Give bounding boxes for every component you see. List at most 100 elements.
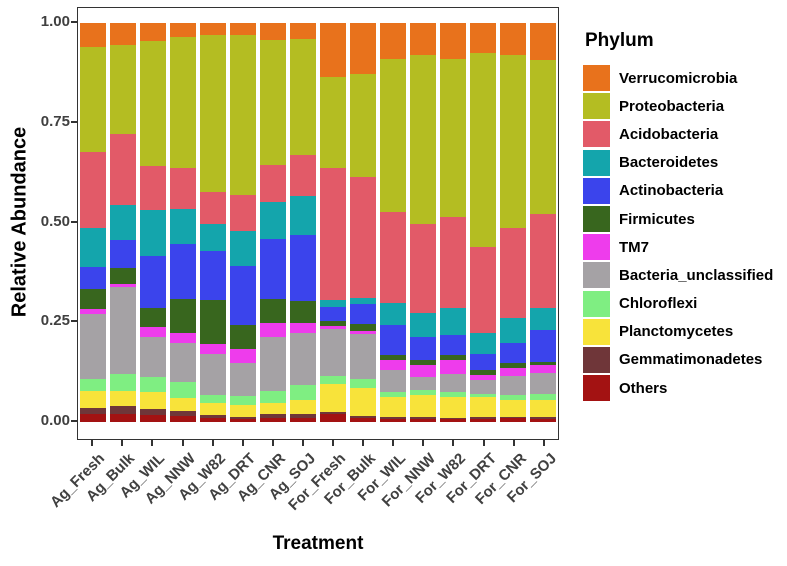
bar-Ag_DRT [229, 23, 257, 422]
x-tick-mark [362, 440, 365, 446]
bar-segment-Verrucomicrobia [80, 23, 107, 47]
y-tick-mark [71, 220, 77, 223]
bar-segment-Verrucomicrobia [529, 23, 556, 61]
bar-segment-Planctomycetes [499, 400, 526, 417]
bar-segment-Gemmatimonadetes [229, 416, 257, 420]
bar-segment-Verrucomicrobia [139, 23, 167, 42]
bar-segment-Firmicutes [199, 300, 227, 345]
bar-Ag_SOJ [289, 23, 317, 422]
bar-segment-Others [529, 418, 556, 422]
bar-segment-Actinobacteria [409, 336, 437, 361]
bar-segment-Firmicutes [109, 267, 137, 285]
bar-segment-Others [409, 418, 437, 422]
bar-segment-Bacteria_unclassified [469, 380, 496, 394]
bar-segment-Proteobacteria [139, 41, 167, 167]
legend-label: Firmicutes [619, 210, 695, 228]
bar-segment-TM7 [199, 344, 227, 355]
plot-panel [77, 7, 559, 440]
bar-segment-Verrucomicrobia [229, 23, 257, 35]
legend-label: Others [619, 379, 668, 397]
legend-item-Proteobacteria: Proteobacteria [583, 92, 783, 120]
legend-item-Chloroflexi: Chloroflexi [583, 290, 783, 318]
bar-segment-Firmicutes [229, 325, 257, 349]
bar-segment-Bacteroidetes [439, 307, 466, 335]
bar-segment-Chloroflexi [289, 385, 317, 401]
bar-segment-Others [169, 416, 197, 422]
bar-segment-Bacteria_unclassified [229, 362, 257, 397]
x-tick-mark [121, 440, 124, 446]
bar-segment-TM7 [169, 333, 197, 344]
bar-segment-Chloroflexi [349, 379, 377, 388]
bar-segment-Actinobacteria [469, 353, 496, 371]
legend-label: TM7 [619, 238, 649, 256]
bar-segment-Actinobacteria [379, 325, 407, 356]
bar-segment-Planctomycetes [439, 397, 466, 418]
bar-segment-Proteobacteria [319, 76, 347, 169]
bar-For_CNR [499, 23, 526, 422]
bar-segment-Bacteroidetes [259, 201, 287, 239]
bar-segment-TM7 [439, 360, 466, 374]
x-tick-mark [422, 440, 425, 446]
bar-segment-Acidobacteria [80, 152, 107, 229]
bar-segment-Others [289, 417, 317, 422]
bar-segment-Actinobacteria [289, 235, 317, 302]
bar-segment-Others [109, 414, 137, 422]
legend-label: Actinobacteria [619, 182, 724, 200]
bar-segment-Others [499, 418, 526, 422]
bar-segment-Acidobacteria [229, 195, 257, 231]
bar-segment-Chloroflexi [319, 376, 347, 385]
legend-item-Firmicutes: Firmicutes [583, 205, 783, 233]
bar-segment-Chloroflexi [199, 394, 227, 404]
bar-segment-Firmicutes [259, 299, 287, 323]
bar-segment-Others [319, 413, 347, 422]
bar-segment-Chloroflexi [169, 382, 197, 398]
y-tick-mark [71, 120, 77, 123]
x-tick-mark [91, 440, 94, 446]
bar-segment-Acidobacteria [379, 212, 407, 304]
y-tick-label: 0.00 [40, 412, 70, 429]
bar-segment-Firmicutes [469, 370, 496, 376]
bar-Ag_Fresh [80, 23, 107, 422]
y-tick-mark [71, 420, 77, 422]
bar-For_WIL [379, 23, 407, 422]
bar-segment-Chloroflexi [379, 392, 407, 397]
bar-segment-Acidobacteria [469, 247, 496, 334]
legend-swatch-Proteobacteria [583, 93, 610, 120]
bar-segment-Bacteroidetes [80, 228, 107, 267]
bars-area [80, 23, 556, 422]
bar-segment-Firmicutes [439, 355, 466, 361]
legend-item-Bacteroidetes: Bacteroidetes [583, 149, 783, 177]
bar-For_SOJ [529, 23, 556, 422]
bar-For_NNW [409, 23, 437, 422]
y-tick-mark [71, 320, 77, 323]
bar-segment-Actinobacteria [349, 304, 377, 325]
bar-segment-Planctomycetes [139, 392, 167, 410]
bar-segment-Planctomycetes [80, 390, 107, 408]
x-tick-mark [392, 440, 395, 446]
x-tick-mark [512, 440, 515, 446]
bar-segment-Planctomycetes [259, 402, 287, 415]
legend-item-Verrucomicrobia: Verrucomicrobia [583, 64, 783, 92]
bar-segment-Proteobacteria [289, 38, 317, 156]
bar-segment-Bacteroidetes [109, 204, 137, 241]
bar-segment-Acidobacteria [349, 176, 377, 299]
bar-segment-Actinobacteria [319, 307, 347, 322]
bar-segment-Bacteroidetes [289, 196, 317, 236]
bar-segment-Gemmatimonadetes [169, 411, 197, 417]
legend-swatch-Planctomycetes [583, 318, 610, 345]
bar-segment-Acidobacteria [139, 166, 167, 211]
y-tick-label: 0.75 [40, 112, 70, 130]
legend-label: Proteobacteria [619, 97, 725, 115]
x-tick-mark [211, 440, 214, 446]
bar-Ag_CNR [259, 23, 287, 422]
bar-segment-Gemmatimonadetes [379, 417, 407, 419]
bar-segment-Chloroflexi [499, 395, 526, 400]
bar-segment-TM7 [109, 284, 137, 288]
bar-segment-TM7 [499, 368, 526, 377]
bar-segment-Others [199, 418, 227, 422]
bar-segment-Actinobacteria [499, 342, 526, 364]
bar-segment-Chloroflexi [109, 374, 137, 391]
bar-segment-TM7 [229, 348, 257, 363]
legend-label: Gemmatimonadetes [619, 351, 763, 369]
bar-segment-Actinobacteria [439, 334, 466, 356]
